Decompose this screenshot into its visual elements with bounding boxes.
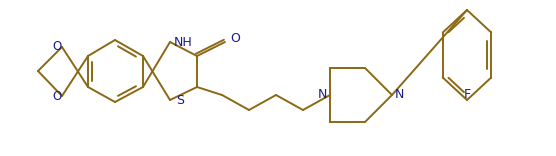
Text: O: O [230,32,240,46]
Text: F: F [464,88,470,102]
Text: NH: NH [174,36,193,49]
Text: N: N [395,88,404,102]
Text: O: O [53,90,62,102]
Text: N: N [317,88,327,102]
Text: O: O [53,41,62,54]
Text: S: S [176,93,184,107]
